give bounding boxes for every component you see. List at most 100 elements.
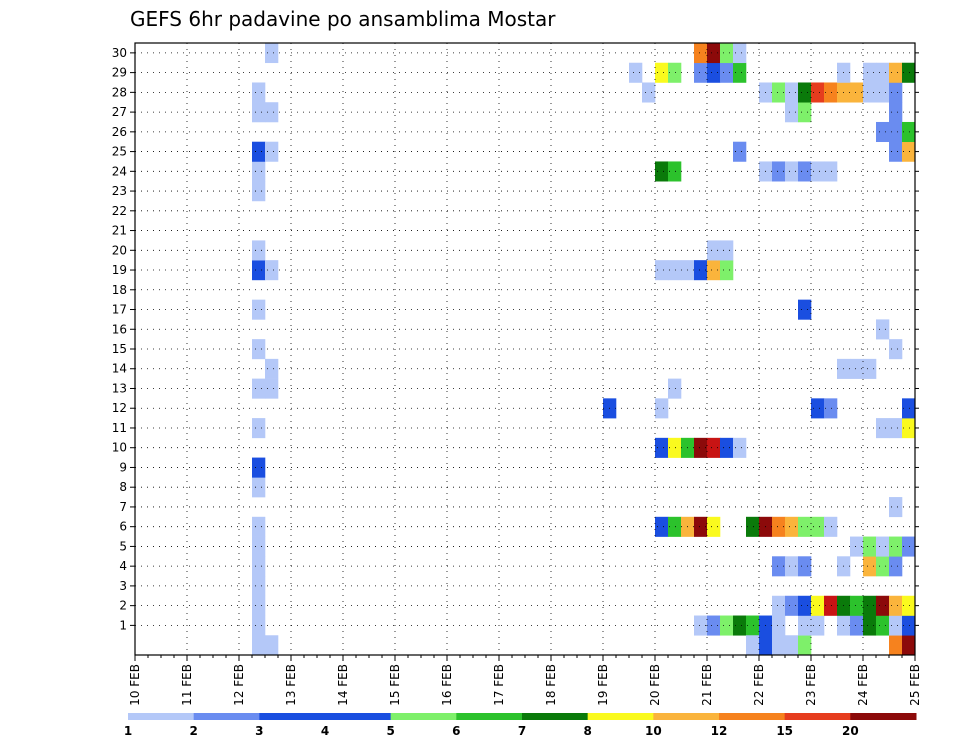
heatmap-cell-133 (876, 418, 890, 439)
x-tick-label: 17 FEB (492, 664, 506, 706)
gridlines (135, 43, 915, 655)
heatmap-cell-8 (252, 457, 266, 478)
heatmap-cell-9 (252, 418, 266, 439)
heatmap-cell-51 (707, 615, 721, 636)
heatmap-cell-64 (733, 615, 747, 636)
x-tick-label: 12 FEB (232, 664, 246, 706)
y-tick-label: 22 (112, 204, 127, 218)
heatmap-cell-30 (655, 516, 669, 537)
y-tick-label: 4 (119, 559, 127, 573)
heatmap-cell-5 (252, 536, 266, 557)
heatmap-cell-151 (902, 635, 916, 656)
heatmap-cell-23 (265, 260, 279, 281)
heatmap-cell-117 (850, 615, 864, 636)
y-tick-label: 15 (112, 342, 127, 356)
heatmap-cell-93 (798, 595, 812, 616)
heatmap-cell-14 (252, 240, 266, 261)
y-tick-label: 25 (112, 145, 127, 159)
heatmap-cell-15 (252, 181, 266, 202)
x-tick-label: 18 FEB (544, 664, 558, 706)
heatmap-cell-31 (655, 437, 669, 458)
y-tick-label: 7 (119, 500, 127, 514)
heatmap-cell-157 (902, 141, 916, 162)
heatmap-cell-36 (668, 516, 682, 537)
heatmap-cell-56 (707, 62, 721, 83)
heatmap-cell-121 (850, 82, 864, 103)
heatmap-cell-90 (785, 82, 799, 103)
x-tick-label: 14 FEB (336, 664, 350, 706)
heatmap-cell-136 (876, 82, 890, 103)
legend-label: 20 (842, 724, 859, 738)
heatmap-cell-84 (785, 635, 799, 656)
y-tick-label: 29 (112, 66, 127, 80)
heatmap-cell-37 (668, 437, 682, 458)
x-tick-label: 20 FEB (648, 664, 662, 706)
heatmap-cell-41 (668, 62, 682, 83)
heatmap-cell-103 (811, 398, 825, 419)
heatmap-cell-38 (668, 378, 682, 399)
heatmap-cell-89 (785, 102, 799, 123)
heatmap-cell-146 (889, 141, 903, 162)
heatmap-cell-154 (902, 536, 916, 557)
heatmap-cell-7 (252, 477, 266, 498)
legend-swatch (522, 713, 589, 720)
heatmap-cell-47 (694, 437, 708, 458)
heatmap-cell-141 (889, 556, 903, 577)
legend-label: 10 (645, 724, 662, 738)
heatmap-cell-65 (733, 437, 747, 458)
heatmap-cell-48 (694, 260, 708, 281)
heatmap-cell-102 (811, 516, 825, 537)
heatmap-cell-39 (668, 260, 682, 281)
heatmap-cell-119 (850, 536, 864, 557)
legend-swatch (456, 713, 523, 720)
heatmap-cell-83 (772, 82, 786, 103)
heatmap-cell-2 (252, 595, 266, 616)
heatmap-cell-82 (772, 161, 786, 182)
heatmap-cell-40 (668, 161, 682, 182)
heatmap-cell-138 (889, 635, 903, 656)
x-tick-label: 23 FEB (804, 664, 818, 706)
heatmap-cell-19 (252, 82, 266, 103)
legend-label: 12 (711, 724, 728, 738)
heatmap-cell-129 (876, 615, 890, 636)
heatmap-cell-106 (824, 595, 838, 616)
heatmap-cell-85 (785, 595, 799, 616)
x-tick-label: 15 FEB (388, 664, 402, 706)
legend-swatch (784, 713, 851, 720)
x-tick-label: 22 FEB (752, 664, 766, 706)
heatmap-cell-1 (252, 615, 266, 636)
heatmap-cell-91 (798, 635, 812, 656)
x-tick-label: 21 FEB (700, 664, 714, 706)
heatmap-cell-153 (902, 595, 916, 616)
legend-label: 1 (124, 724, 132, 738)
heatmap-cell-29 (642, 82, 656, 103)
y-tick-label: 3 (119, 579, 127, 593)
legend-label: 8 (583, 724, 591, 738)
y-tick-label: 2 (119, 599, 127, 613)
heatmap-cell-139 (889, 615, 903, 636)
x-tick-label: 11 FEB (180, 664, 194, 706)
y-tick-label: 1 (119, 618, 127, 632)
heatmap-cell-128 (863, 62, 877, 83)
heatmap-cell-32 (655, 398, 669, 419)
heatmap-cell-118 (850, 595, 864, 616)
legend-label: 15 (776, 724, 793, 738)
heatmap-cell-50 (694, 43, 708, 64)
heatmap-cell-28 (629, 62, 643, 83)
y-tick-label: 6 (119, 520, 127, 534)
legend-label: 4 (321, 724, 329, 738)
heatmap-cell-72 (759, 635, 773, 656)
heatmap-cell-69 (746, 615, 760, 636)
heatmap-cell-142 (889, 536, 903, 557)
heatmap-cell-3 (252, 576, 266, 597)
legend-swatch (653, 713, 720, 720)
heatmap-cells (252, 43, 916, 656)
heatmap-cell-26 (265, 43, 279, 64)
axes: 1234567891011121314151617181920212223242… (112, 42, 922, 706)
legend-swatch (259, 713, 326, 720)
x-tick-label: 19 FEB (596, 664, 610, 706)
legend-swatch (325, 713, 392, 720)
heatmap-cell-22 (265, 358, 279, 379)
heatmap-cell-155 (902, 418, 916, 439)
heatmap-cell-46 (694, 516, 708, 537)
